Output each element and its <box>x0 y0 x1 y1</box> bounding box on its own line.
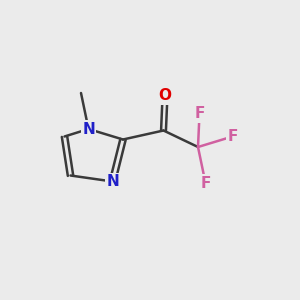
Text: O: O <box>158 88 172 104</box>
Text: N: N <box>106 174 119 189</box>
Text: F: F <box>227 129 238 144</box>
Text: F: F <box>200 176 211 190</box>
Text: N: N <box>82 122 95 136</box>
Text: F: F <box>194 106 205 122</box>
